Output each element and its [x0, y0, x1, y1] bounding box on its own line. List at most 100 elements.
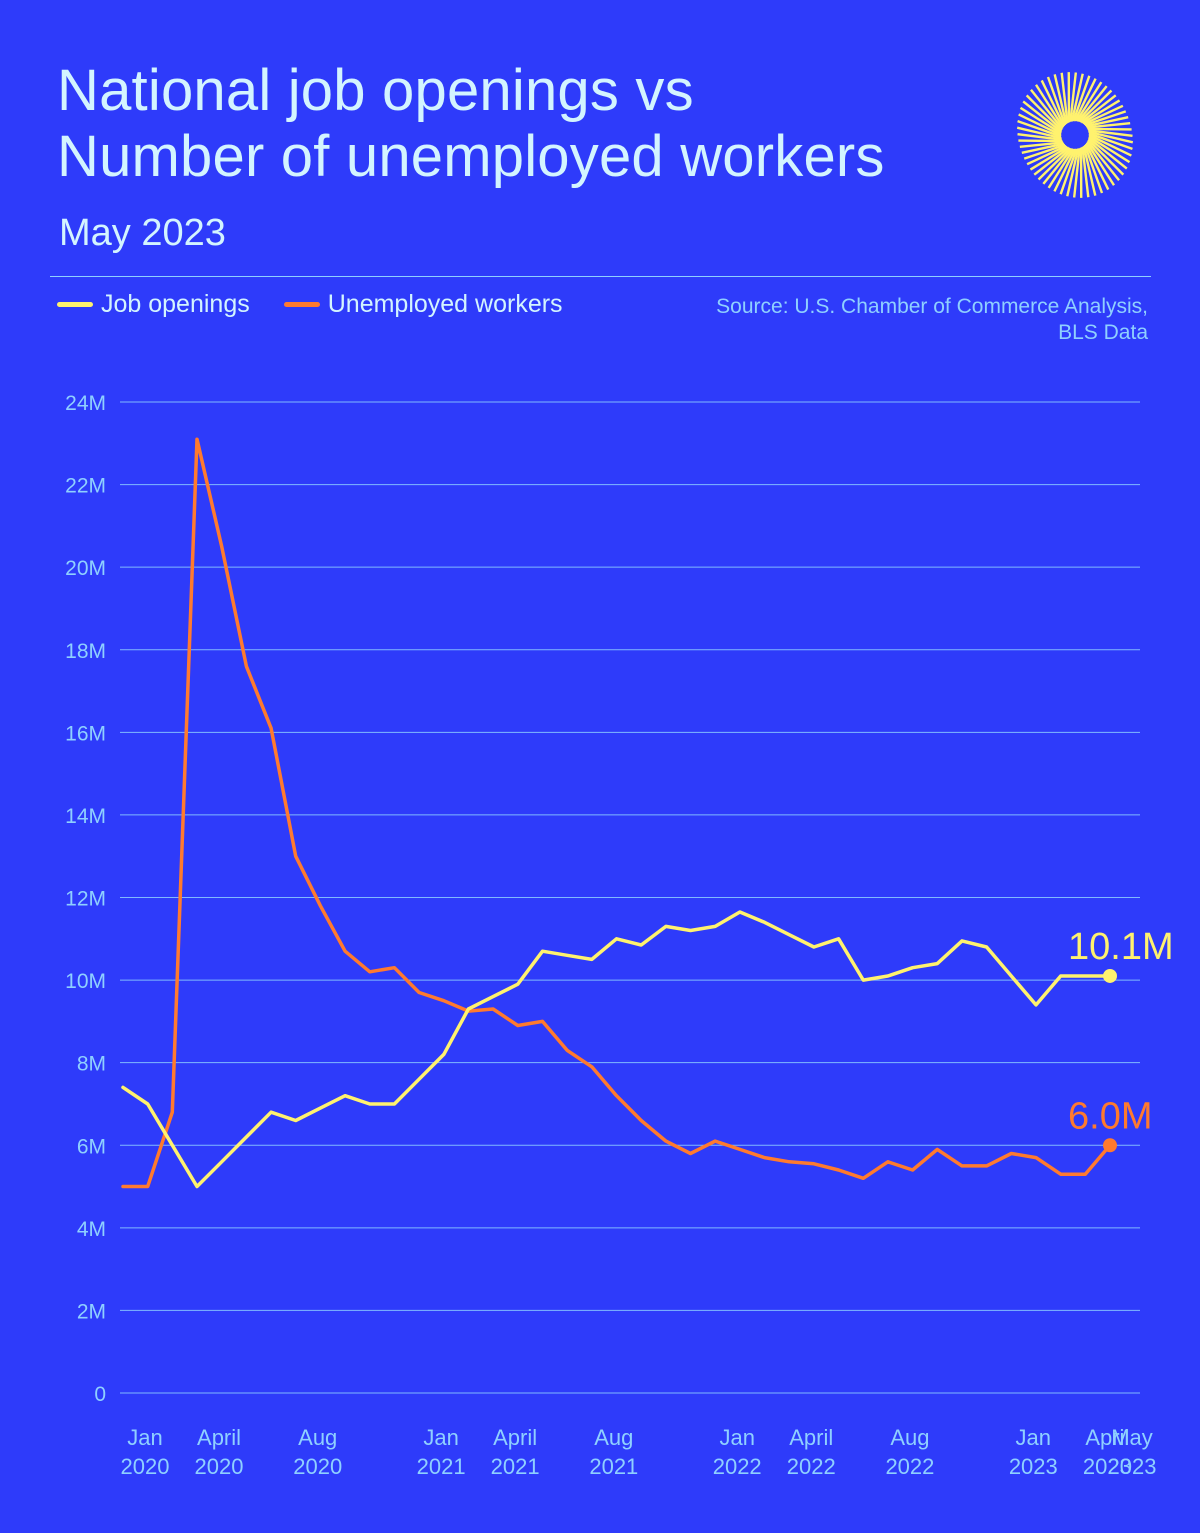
x-tick-label: 2020 [195, 1454, 244, 1479]
logo-ray [1077, 85, 1108, 123]
logo-ray [1040, 79, 1066, 127]
legend-label-job-openings: Job openings [101, 290, 250, 318]
y-tick-label: 6M [77, 1135, 106, 1158]
logo-ray [1059, 148, 1078, 195]
x-tick-label: 2023 [1108, 1454, 1157, 1479]
x-tick-label: 2021 [491, 1454, 540, 1479]
y-tick-label: 16M [65, 722, 106, 745]
logo-ray [1088, 130, 1134, 144]
logo-ray [1070, 73, 1084, 122]
logo-ray [1083, 144, 1104, 194]
legend-swatch-unemployed [283, 302, 320, 307]
chart-subtitle: May 2023 [59, 212, 226, 254]
y-tick-label: 20M [65, 557, 106, 580]
x-tick-label: April [789, 1425, 833, 1450]
unemployed-end-label: 6.0M [1068, 1095, 1152, 1137]
logo-ray [1075, 81, 1103, 122]
chart-legend: Job openings Unemployed workers [57, 290, 597, 319]
logo-ray [1085, 116, 1129, 128]
x-tick-label: Jan [719, 1425, 754, 1450]
x-tick-label: 2020 [121, 1454, 170, 1479]
logo-ray [1053, 148, 1077, 192]
logo-ray [1035, 84, 1065, 129]
logo-ray [1085, 141, 1115, 186]
x-tick-label: 2022 [885, 1454, 934, 1479]
source-note: Source: U.S. Chamber of Commerce Analysi… [628, 294, 1148, 346]
logo-ray [1081, 99, 1121, 125]
logo-ray [1081, 146, 1090, 198]
logo-ray [1080, 94, 1117, 124]
logo-ray [1072, 148, 1081, 198]
logo-ray [1053, 74, 1068, 125]
job-openings-end-label: 10.1M [1068, 926, 1174, 968]
legend-item-unemployed: Unemployed workers [283, 290, 563, 319]
logo-ray [1088, 133, 1132, 157]
logo-ray [1072, 75, 1091, 122]
logo-ray [1084, 143, 1110, 191]
legend-item-job-openings: Job openings [57, 290, 250, 319]
logo-ray [1086, 140, 1120, 181]
x-tick-label: Jan [423, 1425, 458, 1450]
x-tick-label: 2022 [787, 1454, 836, 1479]
job-openings-end-point [1103, 968, 1117, 983]
x-tick-label: 2023 [1009, 1454, 1058, 1479]
x-tick-label: 2023 [1083, 1454, 1132, 1479]
logo-ray [1021, 142, 1065, 154]
x-tick-label: 2021 [417, 1454, 466, 1479]
logo-ray [1047, 148, 1075, 189]
logo-ray [1084, 110, 1127, 127]
chart-title: National job openings vs Number of unemp… [57, 58, 957, 190]
logo-ray [1017, 119, 1062, 138]
logo-ray [1060, 72, 1069, 124]
x-tick-label: Aug [594, 1425, 633, 1450]
logo-ray [1078, 89, 1113, 123]
logo-ray [1025, 94, 1063, 132]
x-tick-label: May [1111, 1425, 1153, 1450]
x-tick-label: April [197, 1425, 241, 1450]
y-tick-label: 0 [94, 1383, 106, 1406]
logo-ray [1087, 137, 1128, 170]
title-line-1: National job openings vs [57, 58, 694, 123]
y-tick-label: 12M [65, 888, 106, 911]
legend-label-unemployed: Unemployed workers [327, 290, 563, 318]
x-tick-label: April [493, 1425, 537, 1450]
logo-ray [1086, 121, 1131, 129]
y-tick-label: 14M [65, 805, 106, 828]
logo-ray [1088, 129, 1133, 137]
y-tick-label: 8M [77, 1053, 106, 1076]
x-tick-label: Jan [1016, 1425, 1051, 1450]
logo-ray [1042, 147, 1073, 185]
unemployed-workers-line [121, 437, 1112, 1189]
x-tick-label: Aug [298, 1425, 337, 1450]
logo-ray [1088, 132, 1133, 151]
logo-ray [1082, 145, 1097, 196]
source-line-2: BLS Data [1058, 321, 1148, 344]
y-tick-label: 10M [65, 970, 106, 993]
logo-ray [1066, 148, 1080, 197]
y-tick-label: 4M [77, 1218, 106, 1241]
legend-swatch-job-openings [57, 302, 93, 307]
logo-ray [1029, 145, 1069, 171]
x-tick-label: 2020 [293, 1454, 342, 1479]
unemployed-end-point [1103, 1138, 1117, 1153]
x-tick-label: 2021 [589, 1454, 638, 1479]
logo-ray [1088, 135, 1131, 164]
sunburst-logo-icon [1016, 72, 1134, 198]
x-tick-label: Aug [890, 1425, 929, 1450]
title-line-2: Number of unemployed workers [57, 124, 885, 189]
logo-ray [1016, 126, 1062, 140]
y-tick-label: 18M [65, 640, 106, 663]
x-tick-label: Jan [127, 1425, 162, 1450]
logo-ray [1018, 113, 1062, 137]
logo-center [1064, 124, 1086, 146]
logo-ray [1046, 76, 1067, 126]
logo-ray [1087, 138, 1125, 176]
logo-ray [1033, 146, 1070, 176]
logo-ray [1069, 72, 1078, 122]
logo-ray [1037, 147, 1072, 181]
y-tick-label: 24M [65, 392, 106, 415]
logo-ray [1026, 144, 1067, 166]
y-tick-label: 2M [77, 1300, 106, 1323]
logo-ray [1022, 100, 1063, 133]
